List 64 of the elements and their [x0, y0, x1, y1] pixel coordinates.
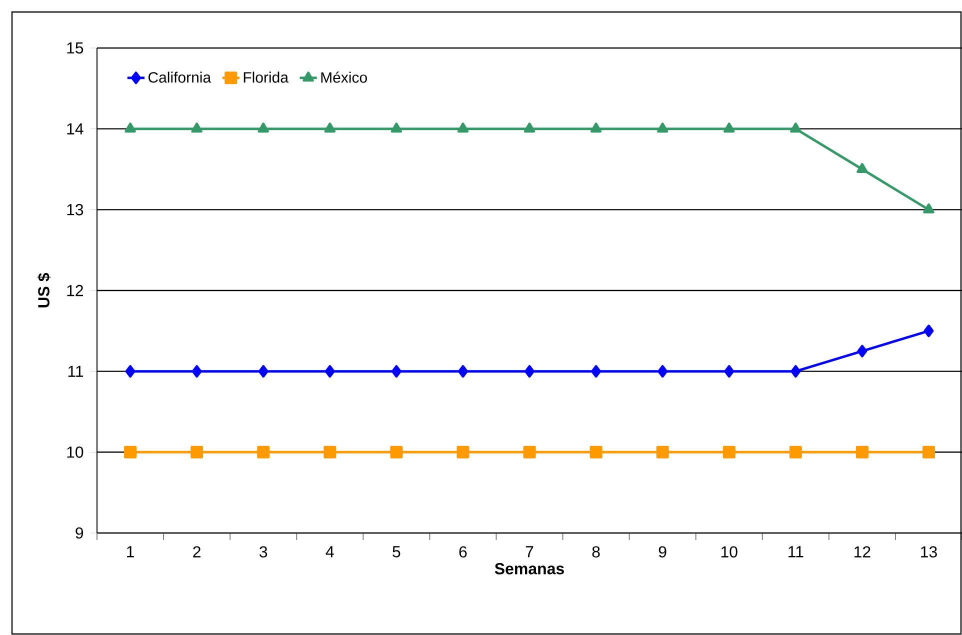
legend-label: México [321, 72, 367, 83]
point [190, 446, 204, 458]
x-tick-label: 2 [193, 546, 200, 558]
point [924, 324, 934, 338]
x-tick-label: 5 [392, 546, 400, 558]
point [590, 122, 602, 133]
x-tick-label: 4 [326, 546, 334, 558]
point [458, 365, 468, 378]
point [391, 365, 402, 378]
x-tick-label: 6 [459, 546, 467, 558]
y-axis-title: US $ [37, 272, 50, 308]
point [390, 446, 403, 458]
point [324, 365, 335, 378]
y-tick-label: 10 [67, 446, 84, 458]
point [390, 122, 402, 133]
x-tick-label: 13 [921, 546, 937, 558]
y-tick-label: 13 [67, 204, 84, 216]
x-tick-label: 8 [592, 546, 600, 558]
x-tick-label: 10 [721, 546, 738, 558]
point [124, 446, 137, 458]
point [324, 446, 336, 458]
point [457, 122, 469, 133]
point [856, 163, 868, 173]
point [922, 446, 935, 458]
point [857, 344, 868, 358]
y-tick-label: 11 [68, 366, 84, 377]
y-tick-label: 9 [76, 527, 84, 539]
x-tick-label: 7 [526, 546, 534, 558]
point [724, 365, 734, 378]
point [257, 446, 270, 458]
point [258, 365, 268, 378]
point [656, 122, 668, 133]
point [722, 446, 736, 458]
point [258, 122, 269, 133]
y-tick-label: 14 [67, 123, 84, 134]
point [523, 446, 536, 458]
point [192, 365, 202, 378]
x-tick-label: 3 [260, 546, 268, 558]
point [191, 122, 202, 133]
point [456, 446, 470, 458]
x-tick-label: 9 [658, 546, 666, 558]
point [856, 446, 868, 458]
point [125, 365, 136, 378]
point [324, 122, 336, 133]
legend-label: Florida [244, 72, 289, 83]
point [789, 446, 802, 458]
point [724, 122, 735, 133]
point [590, 446, 602, 458]
point [656, 446, 669, 458]
x-axis-title: Semanas [494, 563, 564, 574]
point [524, 122, 536, 133]
point [124, 122, 136, 133]
point [790, 365, 801, 378]
point [591, 365, 602, 378]
point [658, 365, 668, 378]
x-tick-label: 12 [854, 546, 870, 558]
y-tick-label: 12 [67, 284, 84, 296]
point [790, 122, 802, 133]
x-tick-label: 1 [127, 546, 134, 558]
point [923, 203, 934, 214]
legend-label: California [148, 72, 212, 83]
y-tick-label: 15 [67, 42, 84, 54]
x-tick-label: 11 [788, 546, 804, 558]
point [524, 365, 534, 378]
